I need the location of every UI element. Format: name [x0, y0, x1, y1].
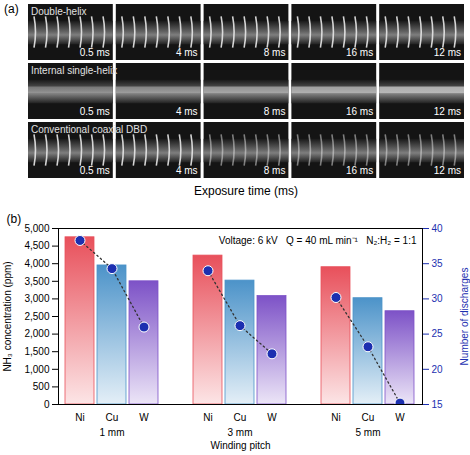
svg-text:12 ms: 12 ms — [434, 47, 461, 58]
svg-text:Internal single-helix: Internal single-helix — [31, 65, 117, 76]
svg-text:4,000: 4,000 — [24, 258, 49, 269]
svg-text:Cu: Cu — [362, 412, 375, 423]
svg-text:8 ms: 8 ms — [264, 106, 286, 117]
svg-text:Voltage: 6 kV Q = 40 mL min⁻: Voltage: 6 kV Q = 40 mL min⁻¹ N₂:H₂ = 1:… — [219, 235, 417, 246]
svg-text:4 ms: 4 ms — [176, 47, 198, 58]
svg-text:4,500: 4,500 — [24, 240, 49, 251]
svg-text:5,000: 5,000 — [24, 223, 49, 234]
svg-text:35: 35 — [432, 258, 444, 269]
svg-text:8 ms: 8 ms — [264, 47, 286, 58]
svg-text:0.5 ms: 0.5 ms — [80, 165, 110, 176]
svg-text:20: 20 — [432, 364, 444, 375]
svg-text:3 mm: 3 mm — [228, 427, 253, 438]
svg-text:(b): (b) — [7, 212, 22, 226]
svg-text:500: 500 — [33, 381, 50, 392]
svg-text:W: W — [395, 412, 405, 423]
svg-text:2,000: 2,000 — [24, 328, 49, 339]
svg-text:0.5 ms: 0.5 ms — [80, 106, 110, 117]
svg-text:2,500: 2,500 — [24, 311, 49, 322]
svg-text:1,000: 1,000 — [24, 364, 49, 375]
svg-text:Ni: Ni — [331, 412, 340, 423]
svg-text:8 ms: 8 ms — [264, 165, 286, 176]
svg-text:5 mm: 5 mm — [356, 427, 381, 438]
svg-text:(a): (a) — [4, 2, 19, 16]
svg-text:12 ms: 12 ms — [434, 106, 461, 117]
svg-text:Ni: Ni — [203, 412, 212, 423]
svg-text:16 ms: 16 ms — [346, 165, 373, 176]
svg-text:W: W — [139, 412, 149, 423]
svg-text:4 ms: 4 ms — [176, 106, 198, 117]
svg-text:Conventional coaxial DBD: Conventional coaxial DBD — [31, 124, 147, 135]
svg-text:4 ms: 4 ms — [176, 165, 198, 176]
svg-text:1,500: 1,500 — [24, 346, 49, 357]
svg-text:1 mm: 1 mm — [100, 427, 125, 438]
svg-text:16 ms: 16 ms — [346, 47, 373, 58]
svg-text:12 ms: 12 ms — [434, 165, 461, 176]
svg-text:0.5 ms: 0.5 ms — [80, 47, 110, 58]
svg-text:NH₃ concentration (ppm): NH₃ concentration (ppm) — [2, 261, 13, 371]
svg-text:Exposure time (ms): Exposure time (ms) — [194, 184, 298, 198]
svg-text:0: 0 — [44, 399, 50, 410]
svg-text:Ni: Ni — [75, 412, 84, 423]
svg-text:Cu: Cu — [106, 412, 119, 423]
svg-text:15: 15 — [432, 399, 444, 410]
svg-text:Winding pitch: Winding pitch — [210, 440, 270, 451]
svg-text:30: 30 — [432, 293, 444, 304]
svg-text:3,500: 3,500 — [24, 276, 49, 287]
svg-text:25: 25 — [432, 328, 444, 339]
svg-text:40: 40 — [432, 223, 444, 234]
svg-text:16 ms: 16 ms — [346, 106, 373, 117]
svg-text:Number of discharges: Number of discharges — [459, 268, 470, 366]
svg-text:Double-helix: Double-helix — [31, 6, 87, 17]
svg-text:Cu: Cu — [234, 412, 247, 423]
svg-text:3,000: 3,000 — [24, 293, 49, 304]
svg-text:W: W — [267, 412, 277, 423]
